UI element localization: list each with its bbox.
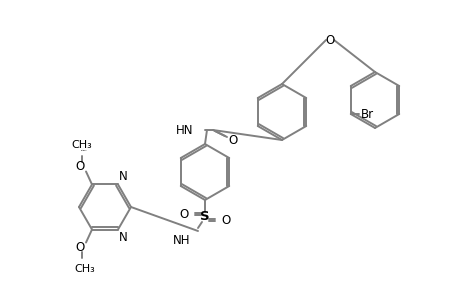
Text: methyl: methyl xyxy=(80,150,85,151)
Text: CH₃: CH₃ xyxy=(74,263,95,274)
Text: O: O xyxy=(220,214,230,226)
Text: HN: HN xyxy=(175,124,193,136)
Text: O: O xyxy=(179,208,189,220)
Text: O: O xyxy=(325,34,334,46)
Text: N: N xyxy=(119,230,128,244)
Text: NH: NH xyxy=(172,234,190,247)
Text: O: O xyxy=(228,134,237,146)
Text: O: O xyxy=(76,160,85,173)
Text: O: O xyxy=(76,241,85,254)
Text: O—CH₃: O—CH₃ xyxy=(82,150,87,151)
Text: CH₃: CH₃ xyxy=(72,140,92,151)
Text: Br: Br xyxy=(360,107,373,121)
Text: S: S xyxy=(200,211,209,224)
Text: N: N xyxy=(119,170,128,184)
